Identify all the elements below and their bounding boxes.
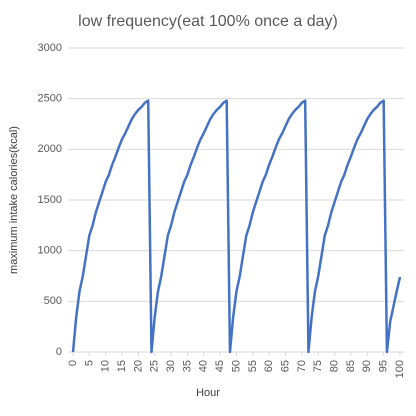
y-tick-label: 1000 xyxy=(38,245,62,257)
y-tick-label: 2500 xyxy=(38,93,62,105)
x-tick-label: 80 xyxy=(329,360,341,372)
x-tick-label: 95 xyxy=(378,360,390,372)
y-axis-label: maximum intake calories(kcal) xyxy=(8,126,20,274)
y-tick-label: 0 xyxy=(56,346,62,358)
x-tick-label: 5 xyxy=(83,360,95,366)
x-tick-label: 100 xyxy=(394,360,406,378)
y-tick-label: 2000 xyxy=(38,143,62,155)
x-tick-label: 50 xyxy=(230,360,242,372)
x-tick-label: 70 xyxy=(296,360,308,372)
x-tick-label: 15 xyxy=(116,360,128,372)
x-tick-label: 40 xyxy=(198,360,210,372)
x-tick-label: 55 xyxy=(247,360,259,372)
x-tick-label: 45 xyxy=(214,360,226,372)
y-tick-label: 3000 xyxy=(38,42,62,54)
x-tick-label: 0 xyxy=(67,360,79,366)
x-tick-label: 20 xyxy=(132,360,144,372)
x-tick-label: 75 xyxy=(312,360,324,372)
y-tick-label: 500 xyxy=(44,295,62,307)
x-tick-label: 60 xyxy=(263,360,275,372)
line xyxy=(71,99,402,354)
x-tick-label: 30 xyxy=(165,360,177,372)
x-tick-label: 85 xyxy=(345,360,357,372)
y-tick-label: 1500 xyxy=(38,194,62,206)
x-tick-label: 10 xyxy=(100,360,112,372)
x-tick-label: 90 xyxy=(361,360,373,372)
chart-title: low frequency(eat 100% once a day) xyxy=(78,13,338,30)
x-tick-label: 25 xyxy=(149,360,161,372)
x-tick-label: 65 xyxy=(279,360,291,372)
x-tick-label: 35 xyxy=(181,360,193,372)
x-axis-label: Hour xyxy=(196,387,220,399)
